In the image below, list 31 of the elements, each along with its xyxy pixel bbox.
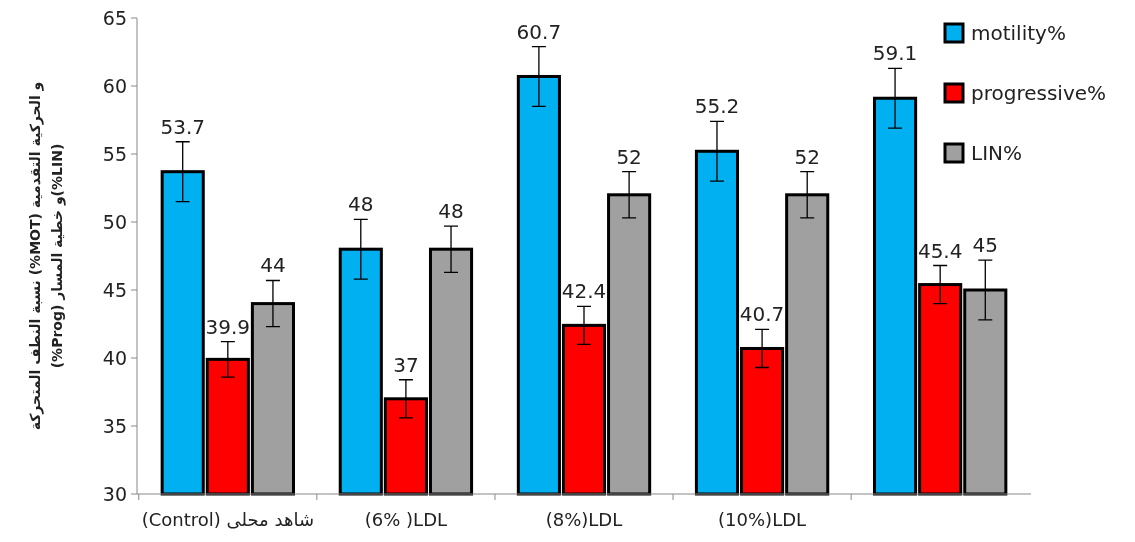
y-axis-title: نسبة النطف المتحركة (%MOT) و الحركية التقدمية (%Prog) و خطية المسار(%LIN) (27, 81, 66, 431)
data-label: 44 (260, 253, 286, 278)
data-label: 45.4 (917, 238, 963, 263)
x-tick-label: (6% )LDL (364, 509, 448, 530)
legend-label: LIN% (971, 141, 1023, 165)
data-label: 40.7 (739, 302, 785, 327)
x-tick-label: (10%)LDL (718, 509, 807, 530)
data-label: 39.9 (205, 314, 251, 339)
data-label: 53.7 (160, 114, 205, 139)
data-label: 48 (348, 192, 374, 217)
data-label: 45 (972, 233, 999, 258)
y-tick-label: 55 (102, 142, 127, 165)
y-tick-label: 50 (102, 210, 127, 233)
y-tick-label: 65 (102, 6, 127, 29)
data-label: 37 (393, 352, 419, 377)
y-tick-label: 60 (102, 74, 127, 97)
y-tick-label: 45 (102, 278, 127, 301)
x-tick-label: (Control) شاهد محلى (141, 509, 314, 530)
y-tick-label: 35 (102, 414, 127, 437)
legend-label: motility% (971, 21, 1066, 45)
data-label: 52 (616, 144, 642, 169)
data-label: 42.4 (561, 279, 607, 304)
data-label: 60.7 (516, 19, 562, 44)
x-tick-label: (8%)LDL (545, 509, 623, 530)
legend-label: progressive% (971, 81, 1107, 105)
y-tick-label: 30 (102, 482, 127, 505)
data-label: 48 (438, 199, 464, 224)
data-label: 59.1 (872, 41, 918, 66)
data-label: 55.2 (694, 94, 740, 119)
y-tick-label: 40 (102, 346, 127, 369)
data-label: 52 (794, 144, 820, 169)
